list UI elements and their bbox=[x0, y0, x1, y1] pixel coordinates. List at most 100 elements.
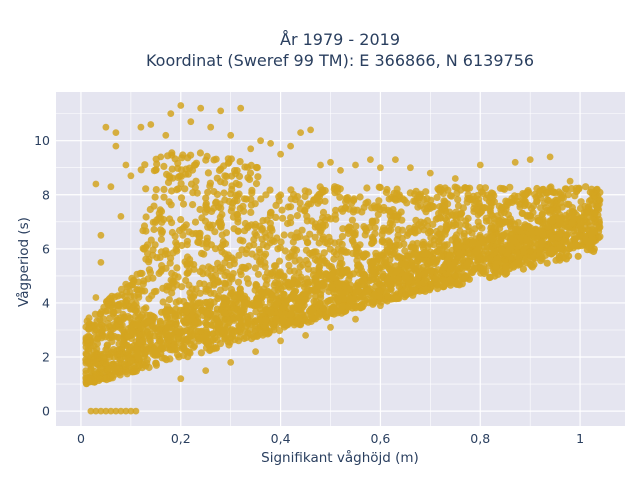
data-point bbox=[296, 256, 304, 264]
data-point bbox=[165, 172, 173, 180]
data-point bbox=[177, 194, 186, 202]
data-point bbox=[488, 235, 496, 243]
data-point bbox=[252, 348, 259, 355]
data-point bbox=[290, 190, 298, 199]
data-point bbox=[446, 251, 454, 259]
data-point bbox=[308, 314, 316, 322]
data-point bbox=[552, 256, 560, 264]
data-point bbox=[184, 269, 192, 277]
data-point bbox=[561, 185, 570, 193]
data-point bbox=[147, 236, 155, 244]
data-point bbox=[157, 267, 165, 276]
data-point bbox=[309, 249, 317, 257]
data-point bbox=[139, 337, 147, 345]
data-point bbox=[498, 246, 506, 254]
data-point bbox=[203, 234, 211, 242]
data-point bbox=[349, 270, 358, 278]
data-point bbox=[153, 160, 161, 168]
data-point bbox=[437, 225, 445, 233]
data-point bbox=[152, 167, 160, 174]
data-point bbox=[415, 255, 423, 263]
data-point bbox=[99, 326, 107, 334]
data-point bbox=[492, 263, 500, 271]
data-point bbox=[277, 150, 284, 158]
data-point bbox=[345, 295, 353, 303]
data-point bbox=[557, 244, 565, 252]
data-point bbox=[349, 237, 357, 245]
data-point bbox=[157, 153, 165, 161]
data-point bbox=[304, 200, 313, 208]
data-point bbox=[127, 172, 135, 180]
data-point bbox=[328, 270, 336, 278]
data-point bbox=[436, 241, 444, 250]
data-point bbox=[277, 337, 284, 345]
data-point bbox=[373, 258, 381, 266]
data-point bbox=[87, 407, 95, 415]
data-point bbox=[320, 249, 328, 257]
data-point bbox=[115, 346, 123, 354]
data-point bbox=[496, 184, 504, 192]
data-point bbox=[202, 335, 210, 343]
data-point bbox=[97, 407, 105, 415]
data-point bbox=[319, 235, 327, 243]
data-point bbox=[564, 224, 573, 232]
data-point bbox=[92, 326, 100, 334]
x-tick-label: 0,6 bbox=[370, 431, 390, 446]
data-point bbox=[568, 219, 576, 227]
data-point bbox=[556, 219, 565, 228]
data-point bbox=[413, 239, 421, 247]
data-point bbox=[149, 218, 157, 226]
data-point bbox=[221, 259, 229, 267]
data-point bbox=[162, 131, 170, 139]
data-point bbox=[180, 297, 188, 306]
data-point bbox=[334, 282, 343, 290]
data-point bbox=[402, 291, 409, 299]
data-point bbox=[344, 303, 352, 311]
data-point bbox=[401, 247, 409, 255]
data-point bbox=[440, 263, 448, 271]
data-point bbox=[160, 193, 168, 201]
data-point bbox=[276, 280, 284, 288]
data-point bbox=[385, 224, 393, 232]
data-point bbox=[137, 324, 145, 332]
data-point bbox=[350, 195, 358, 203]
data-point bbox=[386, 265, 394, 274]
data-point bbox=[582, 209, 590, 217]
x-tick-label: 0 bbox=[77, 431, 85, 446]
data-point bbox=[227, 155, 235, 163]
data-point bbox=[315, 271, 323, 279]
data-point bbox=[281, 300, 289, 308]
data-point bbox=[171, 311, 179, 319]
y-axis-title: Vågperiod (s) bbox=[15, 217, 32, 307]
data-point bbox=[334, 296, 342, 304]
data-point bbox=[266, 219, 274, 227]
data-point bbox=[398, 216, 406, 224]
data-point bbox=[316, 257, 324, 265]
data-point bbox=[187, 340, 195, 348]
data-point bbox=[463, 185, 471, 193]
data-point bbox=[237, 325, 245, 333]
data-point bbox=[447, 264, 455, 272]
data-point bbox=[407, 164, 414, 172]
data-point bbox=[369, 300, 377, 308]
data-point bbox=[352, 315, 359, 323]
data-point bbox=[178, 344, 186, 353]
data-point bbox=[526, 235, 534, 243]
data-point bbox=[422, 208, 430, 216]
data-point bbox=[369, 218, 377, 226]
data-point bbox=[304, 265, 313, 273]
data-point bbox=[202, 367, 210, 374]
data-point bbox=[290, 306, 298, 314]
data-point bbox=[247, 195, 255, 203]
data-point bbox=[108, 348, 116, 356]
data-point bbox=[116, 317, 124, 325]
data-point bbox=[309, 308, 317, 316]
data-point bbox=[526, 260, 535, 269]
data-point bbox=[117, 285, 126, 293]
data-point bbox=[173, 186, 181, 194]
data-point bbox=[520, 248, 528, 256]
x-axis-title: Signifikant våghöjd (m) bbox=[261, 449, 419, 466]
data-point bbox=[87, 342, 95, 350]
data-point bbox=[311, 233, 319, 241]
data-point bbox=[339, 302, 347, 310]
